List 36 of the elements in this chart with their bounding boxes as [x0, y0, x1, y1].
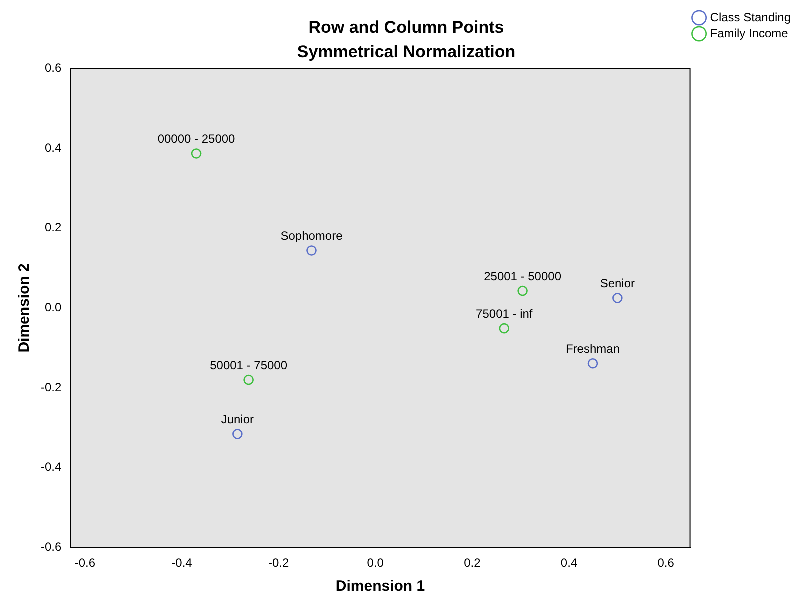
x-tick-label: -0.2: [268, 556, 290, 570]
x-tick-label: 0.6: [658, 556, 675, 570]
x-tick-label: 0.4: [560, 556, 578, 570]
annotation: Junior: [221, 412, 254, 427]
annotation: 00000 - 25000: [158, 132, 236, 146]
point: [232, 429, 243, 440]
chart-title: Row and Column Points: [308, 18, 504, 37]
annotation: Freshman: [566, 342, 620, 356]
annotation: Sophomore: [280, 229, 344, 244]
point: [244, 374, 254, 386]
y-tick-label: -0.2: [40, 380, 62, 394]
point: [191, 148, 202, 159]
y-tick-label: 0.2: [44, 220, 62, 235]
legend-label: Class Standing: [710, 10, 792, 24]
x-axis-title: Dimension 1: [336, 578, 426, 596]
point: [518, 286, 528, 296]
annotation: 50001 - 75000: [210, 358, 288, 372]
annotation: 25001 - 50000: [484, 269, 562, 284]
point: [306, 246, 317, 256]
point: [588, 358, 598, 369]
annotation: Senior: [600, 276, 636, 291]
x-tick-label: 0.2: [464, 556, 482, 570]
y-tick-label: 0.6: [44, 61, 62, 76]
point: [499, 323, 510, 334]
y-tick-label: -0.4: [40, 460, 62, 474]
annotation: 75001 - inf: [476, 306, 534, 321]
legend-label: Family Income: [710, 26, 789, 40]
point: [612, 293, 623, 304]
y-tick-label: -0.6: [40, 540, 62, 554]
y-axis-title: Dimension 2: [16, 264, 34, 353]
x-tick-label: 0.0: [367, 556, 384, 570]
chart-subtitle: Symmetrical Normalization: [297, 42, 516, 62]
y-tick-label: 0.4: [44, 140, 62, 155]
x-tick-label: -0.6: [74, 556, 96, 570]
x-tick-label: -0.4: [172, 556, 193, 570]
y-tick-label: 0.0: [44, 300, 62, 315]
